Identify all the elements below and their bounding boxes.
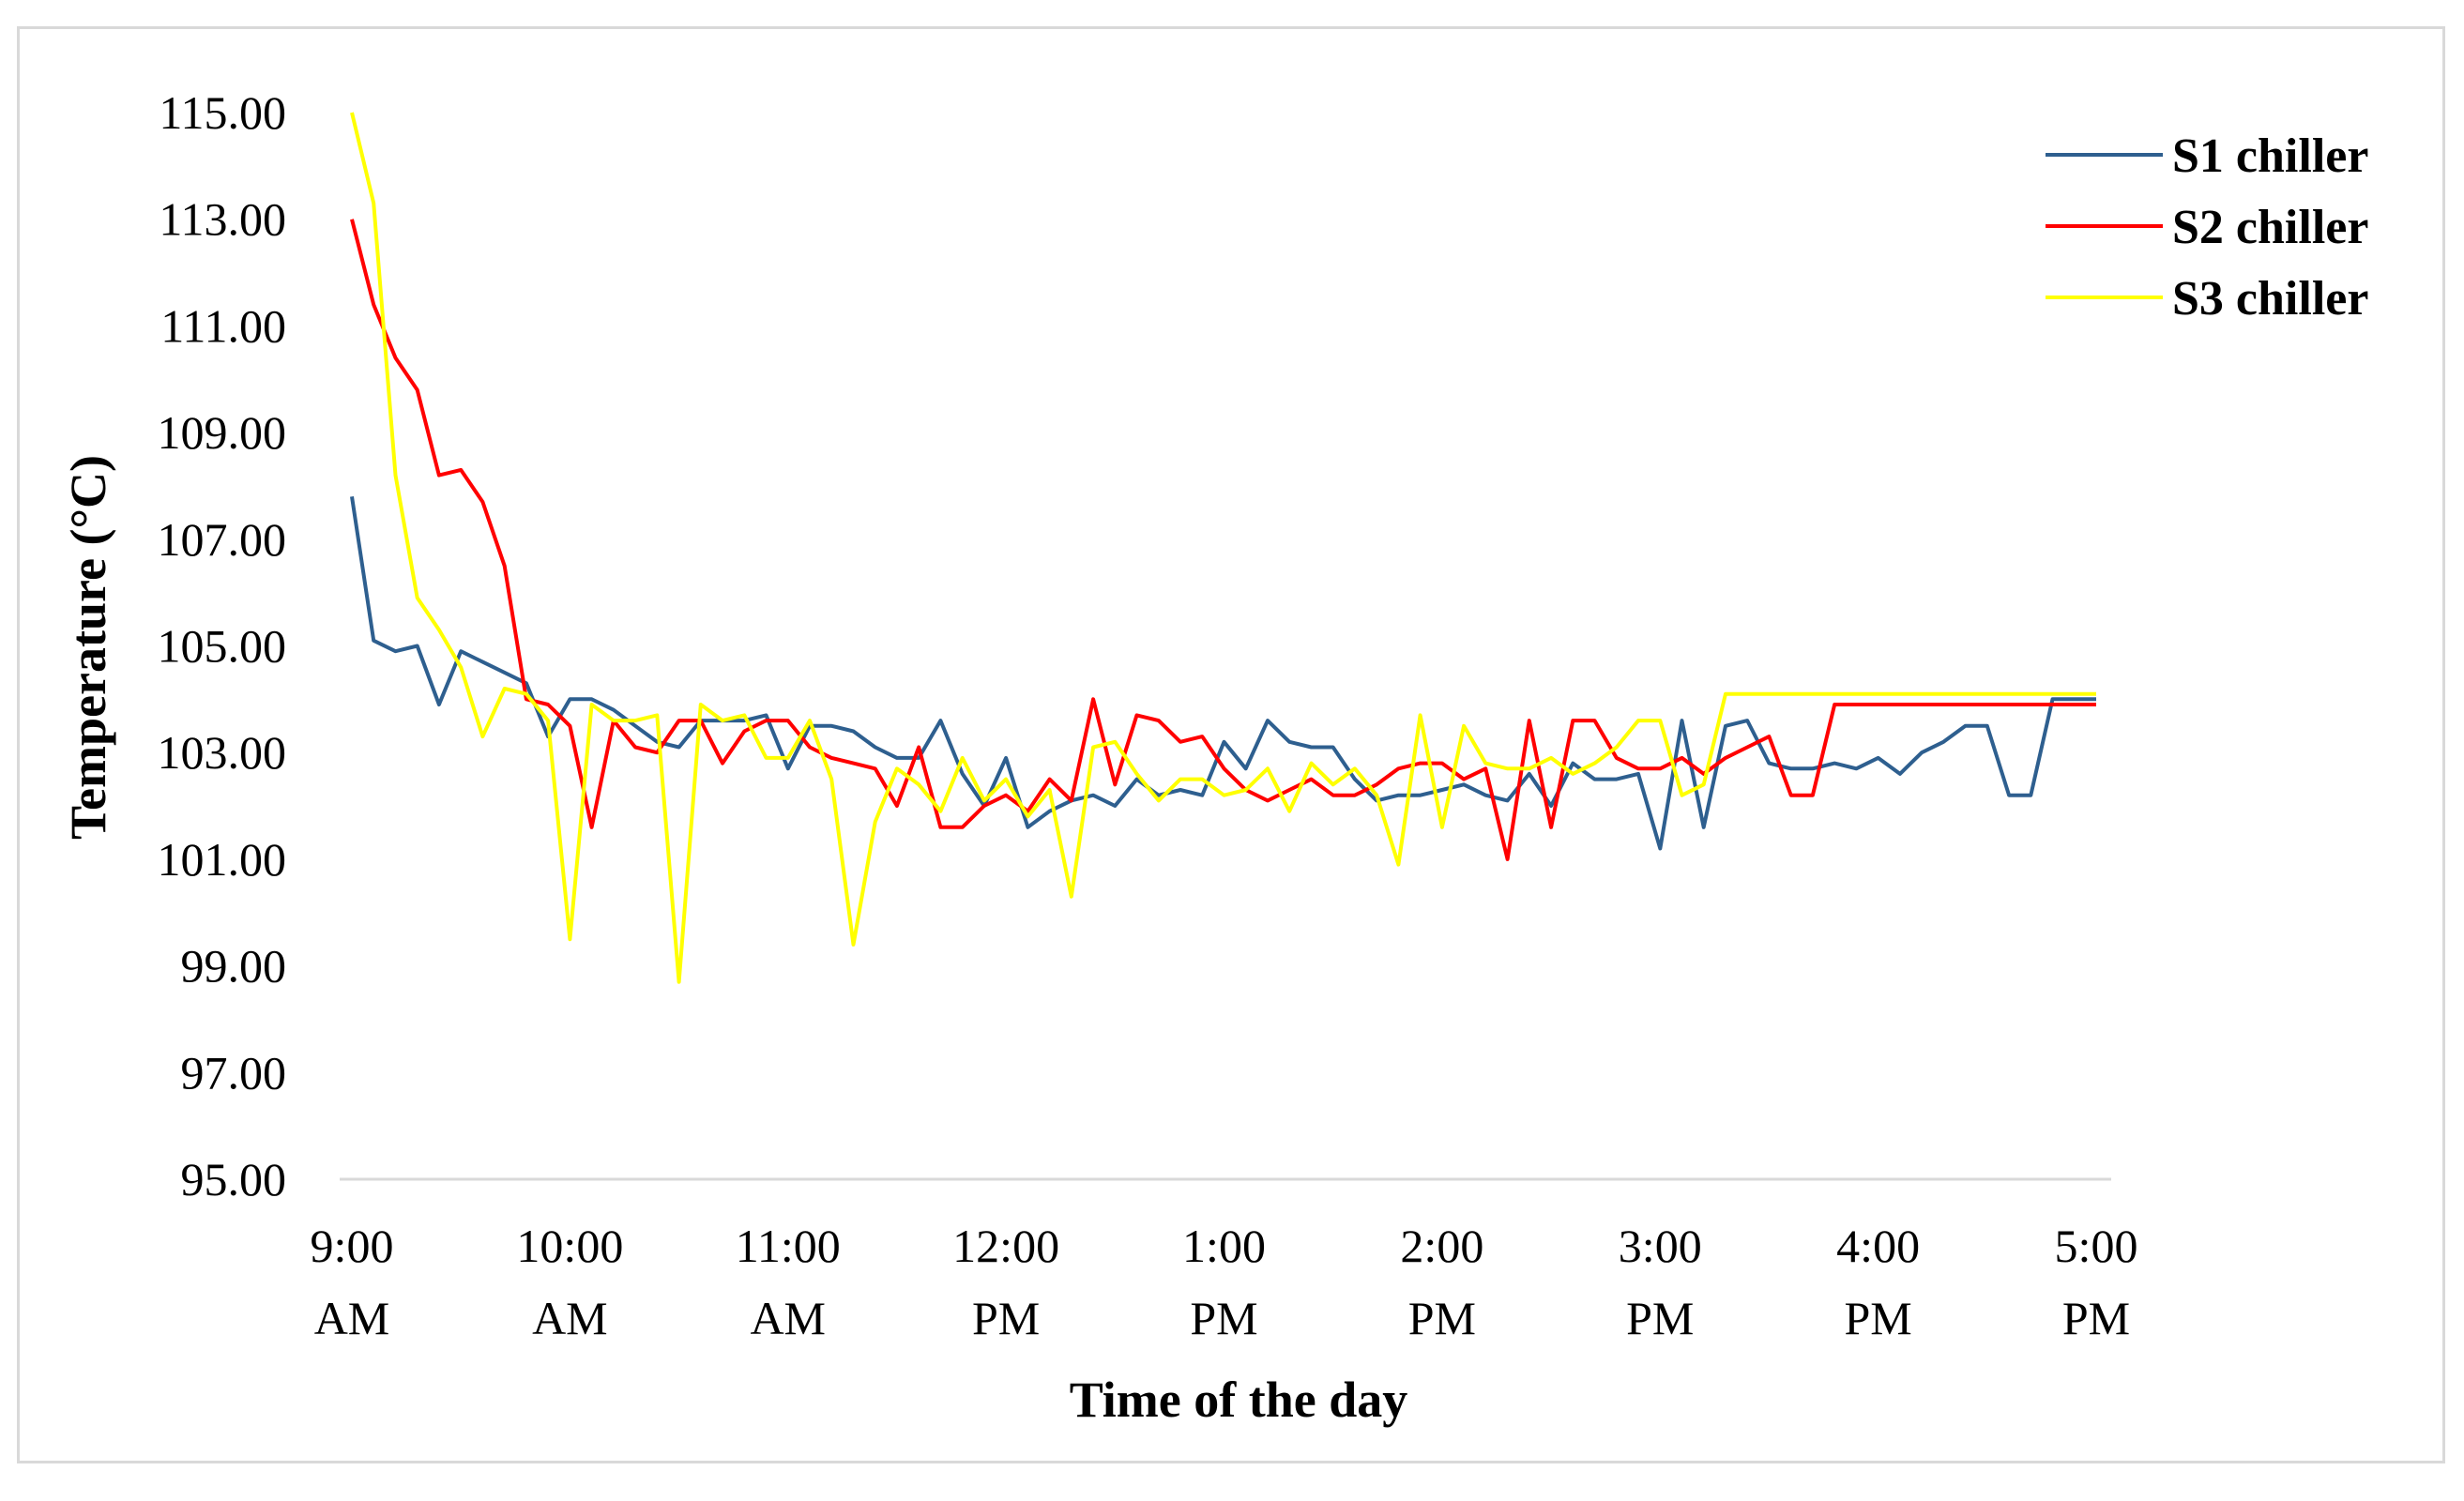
x-tick-label-period: AM	[314, 1292, 390, 1344]
x-tick-label-period: PM	[1408, 1292, 1476, 1344]
x-tick-label-period: AM	[750, 1292, 826, 1344]
y-tick-label: 105.00	[158, 620, 287, 673]
y-tick-label: 107.00	[158, 513, 287, 566]
series-line-s3	[350, 112, 2096, 984]
series-lines	[350, 112, 2096, 984]
x-tick-label: 11:00	[736, 1220, 841, 1272]
y-tick-label: 97.00	[181, 1046, 287, 1099]
legend-label-s1: S1 chiller	[2172, 129, 2368, 183]
series-line-s2	[350, 219, 2096, 861]
x-tick-label: 5:00	[2055, 1220, 2138, 1272]
series-line-s1	[350, 496, 2096, 851]
x-tick-label: 4:00	[1836, 1220, 1920, 1272]
x-axis-title: Time of the day	[1070, 1372, 1408, 1428]
x-tick-label-period: AM	[532, 1292, 608, 1344]
x-tick-label: 1:00	[1182, 1220, 1266, 1272]
x-axis-ticks: 9:00 AM 10:00 AM 11:00 AM 12:00 PM 1:00 PM 2:00 PM 3…	[311, 1220, 2138, 1344]
y-tick-label: 111.00	[160, 299, 286, 352]
x-tick-label-period: PM	[1626, 1292, 1694, 1344]
y-tick-label: 115.00	[159, 86, 286, 139]
y-tick-label: 109.00	[158, 406, 287, 459]
x-tick-label-period: PM	[2062, 1292, 2130, 1344]
y-tick-label: 113.00	[159, 193, 286, 246]
x-tick-label: 12:00	[952, 1220, 1059, 1272]
y-axis-title: Temperature (°C)	[60, 455, 116, 840]
x-tick-label-period: PM	[972, 1292, 1040, 1344]
x-tick-label: 10:00	[516, 1220, 623, 1272]
x-tick-label: 9:00	[311, 1220, 394, 1272]
legend-label-s3: S3 chiller	[2172, 272, 2368, 326]
y-tick-label: 99.00	[181, 940, 287, 993]
y-tick-label: 101.00	[158, 833, 287, 886]
y-tick-label: 103.00	[158, 726, 287, 779]
x-tick-label-period: PM	[1844, 1292, 1911, 1344]
legend-label-s2: S2 chiller	[2172, 201, 2368, 254]
y-tick-label: 95.00	[181, 1153, 287, 1205]
x-tick-label: 3:00	[1619, 1220, 1702, 1272]
y-axis-ticks: 95.00 97.00 99.00 101.00 103.00 105.00 107.00 1…	[158, 86, 287, 1205]
legend: S1 chiller S2 chiller S3 chiller	[2046, 129, 2368, 326]
x-tick-label: 2:00	[1400, 1220, 1483, 1272]
x-tick-label-period: PM	[1190, 1292, 1257, 1344]
